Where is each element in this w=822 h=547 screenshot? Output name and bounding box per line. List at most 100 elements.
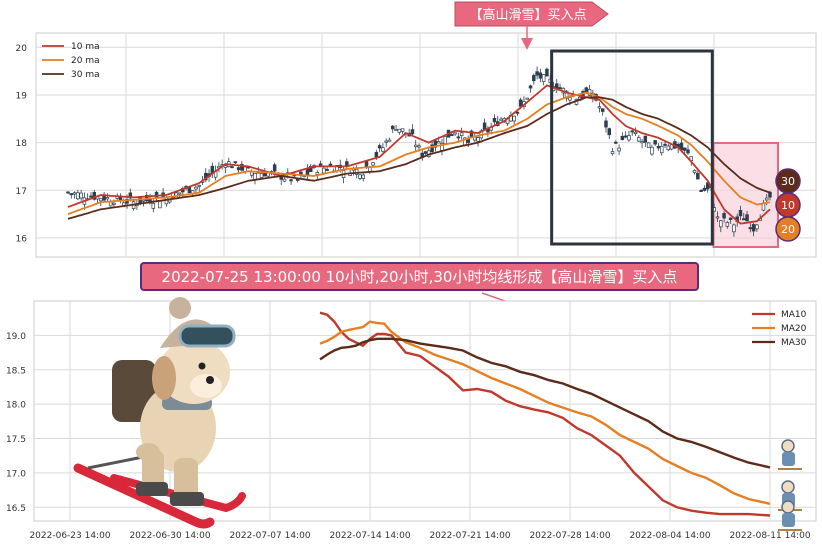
- candle-body: [742, 218, 746, 221]
- candle-body: [728, 217, 733, 220]
- candle-body: [725, 222, 730, 227]
- badge-30-label: 30: [781, 175, 795, 188]
- candle-body: [141, 199, 146, 202]
- candle-body: [558, 87, 562, 90]
- beanie-pompom: [169, 297, 191, 319]
- legend-label-30ma: 30 ma: [71, 70, 100, 80]
- candle-body: [755, 224, 759, 230]
- candle-body: [236, 167, 241, 171]
- candle-body: [397, 128, 402, 133]
- candle-body: [69, 193, 74, 196]
- boot-right: [170, 492, 204, 506]
- candle-body: [151, 203, 156, 209]
- candle-body: [512, 115, 516, 122]
- top-y-tick-labels: 16 17 18 19 20: [16, 44, 28, 245]
- bottom-y-tick-label: 18.0: [6, 401, 26, 411]
- candle-body: [637, 137, 641, 142]
- bottom-legend: MA10 MA20 MA30: [752, 310, 807, 348]
- candle-body: [282, 178, 287, 182]
- buy-zone-rect: [712, 142, 780, 248]
- candle-body: [682, 147, 687, 151]
- top-plot-area: [35, 32, 817, 258]
- candle-body: [761, 203, 766, 211]
- candle-body: [230, 166, 234, 169]
- bottom-x-tick-label: 2022-08-11 14:00: [729, 531, 810, 541]
- candle-body: [371, 162, 375, 166]
- top-ma-lines: [67, 84, 771, 225]
- bottom-y-tick-label: 17.0: [6, 469, 26, 479]
- small-skier-icons: [778, 439, 802, 531]
- candle-body: [597, 106, 602, 109]
- ma10-line: [67, 84, 771, 225]
- candle-body: [499, 118, 503, 121]
- candle-body: [295, 178, 300, 181]
- ma30-line: [67, 96, 771, 220]
- candle-body: [177, 192, 182, 195]
- candle-body: [436, 141, 441, 144]
- top-legend: 10 ma 20 ma 30 ma: [42, 42, 100, 80]
- candle-body: [272, 164, 277, 172]
- candle-body: [702, 187, 707, 191]
- candle-body: [745, 214, 749, 222]
- bottom-x-tick-label: 2022-07-28 14:00: [529, 531, 610, 541]
- candle-body: [532, 75, 536, 82]
- candle-body: [430, 144, 434, 152]
- candle-body: [289, 179, 293, 182]
- candle-body: [719, 220, 723, 228]
- candle-body: [410, 129, 415, 135]
- candle-body: [492, 117, 497, 123]
- candle-body: [528, 85, 533, 89]
- candle-body: [450, 134, 454, 137]
- candle-body: [748, 227, 753, 230]
- candle-body: [545, 68, 549, 77]
- legend-label-MA20: MA20: [781, 324, 807, 334]
- bottom-x-tick-label: 2022-07-21 14:00: [429, 531, 510, 541]
- boot-left: [136, 482, 168, 496]
- series-line-MA30: [319, 337, 771, 469]
- candle-body: [92, 192, 96, 200]
- candle-body: [223, 165, 228, 168]
- candle-body: [318, 163, 323, 166]
- skier-head-2: [781, 480, 795, 494]
- candle-body: [525, 97, 530, 100]
- candle-body: [354, 168, 359, 175]
- candle-body: [663, 143, 667, 146]
- candle-body: [308, 166, 313, 172]
- series-line-MA10: [319, 311, 771, 517]
- candle-body: [738, 209, 743, 217]
- candle-body: [112, 202, 116, 205]
- candle-body: [453, 132, 457, 135]
- candle-body: [108, 201, 113, 207]
- candle-body: [361, 174, 365, 179]
- candle-body: [423, 151, 428, 154]
- banner-text: 2022-07-25 13:00:00 10小时,20小时,30小时均线形成【高…: [162, 268, 678, 286]
- candle-body: [322, 167, 326, 174]
- skier-body-1: [782, 452, 795, 466]
- dog-arm: [136, 443, 160, 461]
- skier-body-3: [782, 513, 795, 527]
- top-y-tick-label: 18: [16, 139, 28, 149]
- candle-body: [459, 132, 464, 136]
- dog-muzzle: [190, 374, 222, 398]
- top-chart: 16 17 18 19 20 10 ma 20 ma 30 ma 30 10 20 【高…: [16, 1, 817, 258]
- candle-body: [732, 224, 736, 233]
- signal-banner: 2022-07-25 13:00:00 10小时,20小时,30小时均线形成【高…: [140, 262, 699, 313]
- candle-body: [604, 120, 608, 128]
- legend-label-10ma: 10 ma: [71, 42, 100, 52]
- candles: [66, 66, 772, 237]
- candle-body: [607, 128, 612, 136]
- skiing-dog-illustration: [73, 297, 246, 529]
- top-grid: [36, 33, 816, 257]
- ski-pole: [87, 454, 149, 470]
- skier-head-1: [781, 439, 795, 453]
- ma20-line: [67, 91, 771, 215]
- top-y-tick-label: 19: [16, 91, 28, 101]
- candle-body: [640, 141, 644, 144]
- highlight-box: [550, 49, 714, 246]
- candle-body: [538, 72, 543, 79]
- candle-body: [187, 186, 192, 194]
- dog-eye: [198, 362, 206, 370]
- candle-body: [387, 139, 392, 142]
- candle-body: [715, 216, 720, 219]
- top-y-tick-label: 20: [16, 44, 28, 54]
